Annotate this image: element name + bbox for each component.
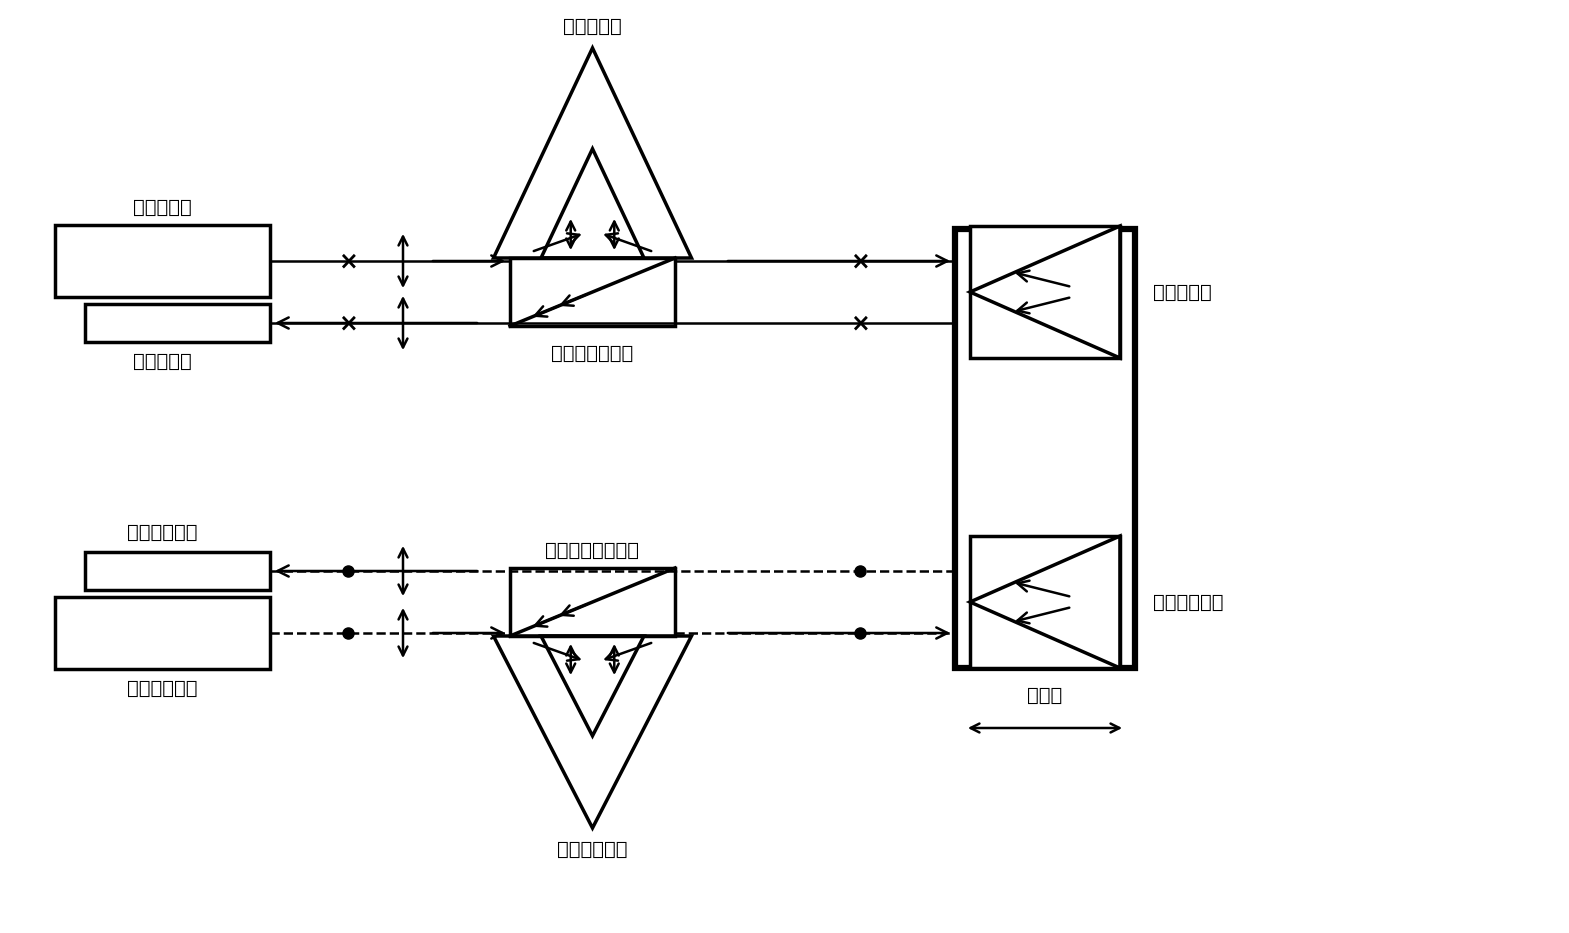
Bar bbox=[510, 258, 675, 326]
Text: 标准接收器: 标准接收器 bbox=[133, 352, 191, 371]
Text: 标准激光器: 标准激光器 bbox=[133, 198, 191, 217]
Text: ×: × bbox=[339, 311, 358, 335]
Text: 被校准激光器: 被校准激光器 bbox=[127, 679, 198, 698]
Bar bbox=[970, 226, 1120, 358]
Text: 运动台: 运动台 bbox=[1028, 686, 1062, 705]
Bar bbox=[956, 229, 1134, 668]
Text: 被校准测量镜: 被校准测量镜 bbox=[1153, 592, 1224, 611]
Bar bbox=[55, 597, 270, 669]
Text: ×: × bbox=[850, 249, 869, 273]
Bar bbox=[85, 552, 270, 590]
Text: 被校准偏振分光镜: 被校准偏振分光镜 bbox=[546, 541, 640, 560]
Bar bbox=[510, 568, 675, 636]
Bar bbox=[85, 304, 270, 342]
Bar bbox=[55, 225, 270, 297]
Text: 标准测量镜: 标准测量镜 bbox=[1153, 283, 1211, 301]
Text: 被校准接收器: 被校准接收器 bbox=[127, 523, 198, 542]
Text: ×: × bbox=[339, 249, 358, 273]
Text: ×: × bbox=[850, 311, 869, 335]
Bar bbox=[970, 536, 1120, 668]
Text: 标准偏振分光镜: 标准偏振分光镜 bbox=[551, 344, 634, 363]
Text: 标准参考镜: 标准参考镜 bbox=[563, 17, 621, 36]
Text: 被校准参考镜: 被校准参考镜 bbox=[557, 840, 628, 859]
